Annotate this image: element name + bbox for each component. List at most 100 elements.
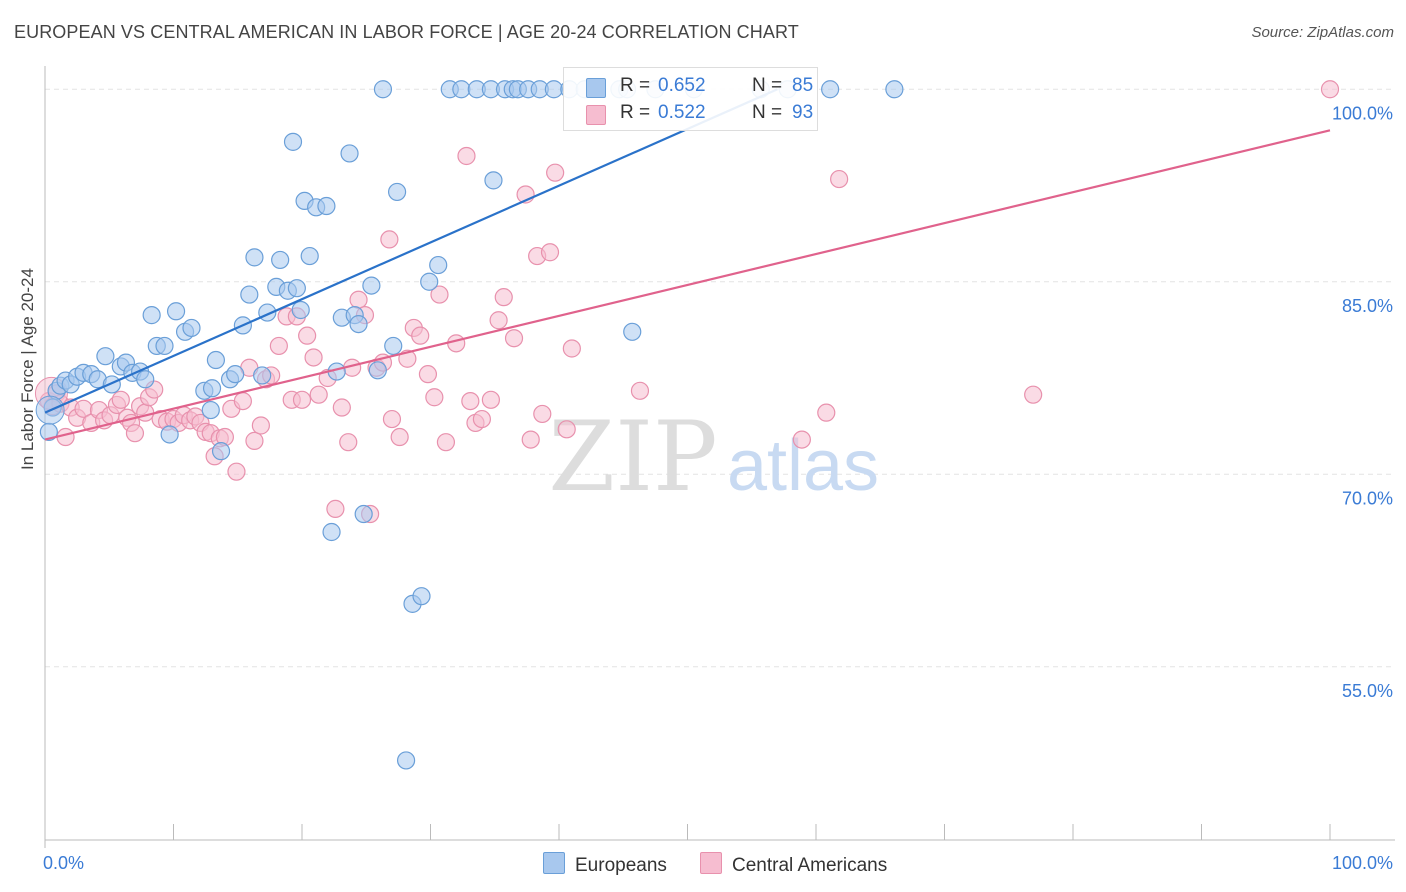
central-americans-point [430, 285, 449, 304]
watermark-zip: ZIP [548, 401, 717, 513]
central-americans-point [540, 243, 560, 262]
source-label: Source: ZipAtlas.com [1251, 24, 1394, 41]
europeans-point [452, 80, 471, 99]
y-tick-label: 70.0% [1342, 488, 1393, 508]
europeans-point [623, 322, 642, 341]
europeans-point [166, 302, 186, 321]
central-americans-point [339, 433, 358, 452]
central-americans-point [245, 431, 264, 450]
europeans-point [387, 182, 407, 202]
central-americans-point [504, 329, 524, 348]
europeans-point [354, 504, 373, 524]
tick-labels: 100.0% 85.0% 70.0% 55.0% 0.0% 100.0% [43, 103, 1393, 873]
central-americans-point [489, 311, 508, 330]
europeans-point [362, 276, 381, 295]
central-americans-point [304, 348, 323, 367]
europeans-legend-label: Europeans [575, 855, 667, 876]
europeans-point [373, 80, 393, 99]
europeans-point [368, 361, 387, 380]
trend-lines [44, 88, 1331, 441]
europeans-point [102, 375, 121, 394]
central-americans-point [562, 339, 581, 358]
y-tick-label: 85.0% [1342, 296, 1393, 316]
central-americans-point [382, 409, 402, 429]
central-americans-point [817, 403, 836, 422]
central-americans-point [326, 499, 345, 518]
central-americans-point [251, 416, 270, 435]
europeans-point [206, 350, 226, 370]
central-americans-point [546, 163, 565, 182]
europeans-point [384, 336, 403, 356]
central-americans-point [1320, 80, 1340, 99]
central-americans-point [533, 404, 552, 424]
central-americans-point [411, 326, 430, 345]
n-value: 85 [792, 75, 814, 96]
central-americans-legend-swatch [700, 852, 722, 874]
europeans-point [340, 144, 359, 163]
central-americans-point [111, 390, 130, 409]
central-americans-point [390, 427, 409, 447]
central-americans-point [125, 424, 145, 443]
x-tick-label-max: 100.0% [1332, 853, 1393, 873]
europeans-legend-swatch [543, 852, 565, 874]
r-value: 0.652 [658, 75, 706, 96]
r-label: R = [620, 102, 651, 123]
central-americans-point [292, 390, 312, 409]
chart-title: EUROPEAN VS CENTRAL AMERICAN IN LABOR FO… [14, 22, 799, 42]
central-americans-point [494, 288, 513, 307]
central-americans-point [630, 381, 650, 400]
europeans-point [201, 400, 220, 420]
europeans-point [271, 250, 290, 270]
central-americans-point [481, 390, 500, 409]
r-value: 0.522 [658, 102, 706, 123]
central-americans-point [269, 336, 288, 356]
central-americans-point [830, 169, 849, 189]
central-americans-point [227, 462, 246, 481]
europeans-trend-line [44, 88, 778, 414]
central-americans-point [436, 433, 456, 452]
central-americans-point [418, 365, 438, 384]
europeans-point [317, 196, 336, 216]
central-americans-point [136, 403, 155, 422]
n-value: 93 [792, 102, 814, 123]
europeans-point [420, 272, 439, 291]
europeans-point [412, 587, 431, 606]
y-axis-label: In Labor Force | Age 20-24 [18, 268, 37, 470]
y-tick-label: 55.0% [1342, 681, 1393, 701]
europeans-point [544, 80, 563, 99]
europeans-point [155, 336, 174, 356]
r-label: R = [620, 75, 651, 96]
axes-layer [44, 66, 1395, 848]
central-americans-swatch [586, 105, 606, 125]
europeans-point [136, 370, 155, 389]
central-americans-point [309, 385, 328, 404]
central-americans-point [332, 398, 351, 417]
central-americans-point [521, 430, 540, 449]
europeans-point [211, 442, 231, 461]
europeans-point [142, 306, 161, 325]
europeans-point [253, 366, 272, 385]
europeans-point [287, 279, 306, 298]
central-americans-point [461, 392, 480, 411]
europeans-point [484, 171, 503, 190]
central-americans-point [1024, 385, 1043, 404]
central-americans-point [380, 230, 399, 249]
europeans-point [322, 522, 341, 542]
europeans-point [349, 315, 368, 334]
europeans-point [396, 751, 416, 770]
europeans-point [245, 248, 264, 267]
central-americans-point [457, 146, 476, 166]
central-americans-legend-label: Central Americans [732, 855, 888, 876]
x-tick-label-min: 0.0% [43, 853, 84, 873]
n-label: N = [752, 102, 783, 123]
europeans-point [226, 365, 245, 384]
stats-legend: R = 0.652 N = 85 R = 0.522 N = 93 [563, 67, 818, 131]
central-americans-point [447, 334, 466, 353]
central-americans-point [233, 392, 252, 411]
europeans-point [821, 80, 840, 99]
central-americans-point [349, 290, 368, 309]
central-americans-point [472, 409, 491, 429]
europeans-point [240, 285, 259, 304]
europeans-point [202, 379, 222, 398]
